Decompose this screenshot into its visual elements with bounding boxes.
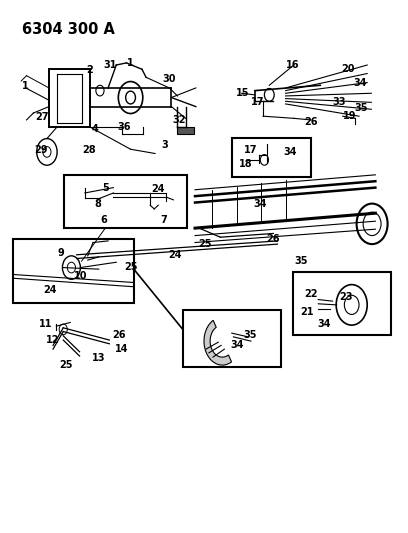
Text: 29: 29: [34, 146, 48, 155]
Bar: [293, 272, 391, 335]
Text: 17: 17: [244, 146, 258, 155]
Bar: [183, 310, 281, 367]
Text: 24: 24: [151, 184, 165, 194]
Text: 18: 18: [239, 159, 253, 169]
Text: 21: 21: [300, 307, 314, 317]
Text: 13: 13: [92, 353, 106, 363]
Text: 14: 14: [115, 344, 129, 354]
Text: 3: 3: [162, 140, 169, 150]
Text: 22: 22: [304, 289, 318, 299]
Text: 19: 19: [343, 111, 357, 121]
Text: 23: 23: [339, 293, 353, 302]
Text: 33: 33: [333, 98, 346, 107]
Text: 28: 28: [82, 146, 96, 155]
Bar: [13, 239, 134, 303]
Text: 1: 1: [22, 82, 29, 91]
Text: 35: 35: [354, 103, 368, 112]
Bar: [232, 138, 311, 177]
Text: 8: 8: [95, 199, 101, 208]
Text: 35: 35: [294, 256, 308, 266]
Text: 4: 4: [91, 124, 98, 134]
Text: 26: 26: [266, 234, 279, 244]
Text: 35: 35: [243, 330, 257, 340]
Text: 32: 32: [173, 115, 186, 125]
Text: 34: 34: [231, 341, 244, 350]
Text: 24: 24: [168, 250, 182, 260]
Text: 34: 34: [253, 199, 267, 208]
Text: 26: 26: [304, 117, 318, 126]
Text: 34: 34: [353, 78, 367, 87]
Text: 11: 11: [39, 319, 53, 329]
Text: 6: 6: [101, 215, 107, 224]
Text: 20: 20: [341, 64, 355, 74]
Text: 27: 27: [35, 112, 49, 122]
Wedge shape: [204, 320, 232, 365]
Bar: [64, 175, 187, 228]
Text: 5: 5: [102, 183, 109, 192]
Text: 30: 30: [162, 74, 176, 84]
Text: 34: 34: [283, 147, 297, 157]
Text: 24: 24: [43, 286, 57, 295]
Text: 34: 34: [317, 319, 331, 329]
Text: 10: 10: [74, 271, 88, 281]
Text: 16: 16: [286, 60, 300, 70]
Text: 36: 36: [118, 122, 131, 132]
Text: 26: 26: [112, 330, 126, 340]
Text: 25: 25: [59, 360, 73, 370]
Text: 25: 25: [124, 262, 138, 271]
Text: 9: 9: [57, 248, 64, 258]
Text: 25: 25: [198, 239, 212, 249]
Text: 17: 17: [251, 98, 265, 107]
Text: 31: 31: [103, 60, 117, 70]
Text: 15: 15: [236, 88, 250, 98]
Text: 6304 300 A: 6304 300 A: [22, 22, 115, 37]
Text: 1: 1: [127, 58, 134, 68]
Text: 12: 12: [45, 335, 59, 345]
Text: 2: 2: [86, 66, 93, 75]
Text: 7: 7: [161, 215, 167, 224]
Bar: [177, 127, 194, 134]
